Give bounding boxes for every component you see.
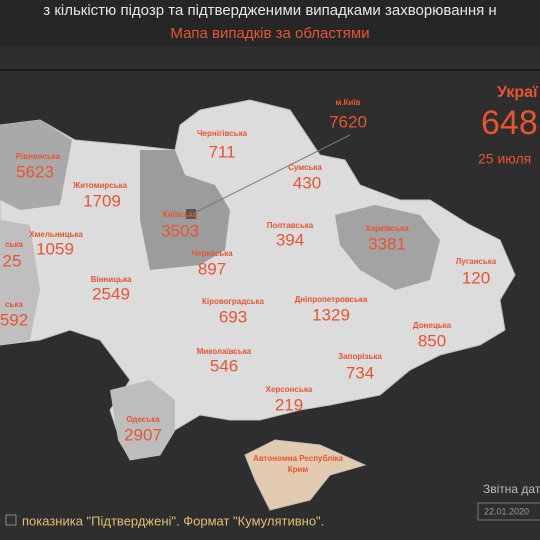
title: з кількістю підозр та підтвердженими вип… xyxy=(43,2,496,19)
footer-icon xyxy=(5,514,17,526)
region-name: м.Київ xyxy=(335,98,360,107)
region-name: Одеська xyxy=(126,415,160,424)
country: Украї xyxy=(497,84,538,101)
region-value: 5623 xyxy=(16,162,54,181)
region-value: 711 xyxy=(208,142,235,161)
report-date-label: Звітна дат xyxy=(483,482,540,496)
crimea-label: Крим xyxy=(288,465,309,474)
region-kharkiv xyxy=(335,205,440,290)
region-name: Черкаська xyxy=(191,249,233,258)
region-value: 120 xyxy=(462,268,490,287)
region-name: Рівненська xyxy=(16,152,61,161)
crimea xyxy=(244,439,367,511)
region-name: Полтавська xyxy=(267,221,314,230)
region-rivne xyxy=(0,120,72,210)
kyiv-city xyxy=(186,209,196,219)
region-name: Донецька xyxy=(413,321,452,330)
footer-text: показника "Підтверджені". Формат "Кумуля… xyxy=(22,513,324,528)
region-value: 1709 xyxy=(83,191,121,210)
region-name: Харківська xyxy=(365,224,409,233)
region-value: 1329 xyxy=(312,305,350,324)
region-value: 592 xyxy=(0,310,28,329)
region-value: 2549 xyxy=(92,284,130,303)
region-name: Запорізька xyxy=(338,352,382,361)
region-odesa xyxy=(110,380,175,460)
summary-date: 25 июля xyxy=(478,151,531,167)
region-value: 897 xyxy=(198,259,226,278)
region-value: 25 xyxy=(3,251,22,270)
region-kyiv xyxy=(140,150,230,270)
region-name: Чернігівська xyxy=(197,129,248,138)
region-name: Київська xyxy=(163,210,198,219)
region-name: Дніпропетровська xyxy=(295,295,368,304)
region-value: 693 xyxy=(219,307,247,326)
region-value: 430 xyxy=(293,173,321,192)
ukraine-map xyxy=(0,99,516,461)
region-name: Кіровоградська xyxy=(202,297,265,306)
total: 648 xyxy=(481,104,538,142)
region-name: Херсонська xyxy=(266,385,313,394)
crimea-label: Автономна Республіка xyxy=(253,454,344,463)
region-value: 1059 xyxy=(36,239,74,258)
region-value: 734 xyxy=(346,363,374,382)
region-west xyxy=(0,220,40,345)
region-name: ська xyxy=(5,300,23,309)
header-bar xyxy=(0,0,540,46)
region-name: Житомирська xyxy=(72,181,128,190)
region-name: ська xyxy=(5,240,23,249)
region-name: Миколаївська xyxy=(197,347,252,356)
region-value: 850 xyxy=(418,331,446,350)
subtitle: Мапа випадків за областями xyxy=(170,25,369,42)
kyiv-pointer xyxy=(191,134,351,215)
region-name: Сумська xyxy=(288,163,322,172)
date-box[interactable] xyxy=(477,502,540,521)
region-name: Хмельницька xyxy=(29,230,83,239)
region-name: Луганська xyxy=(456,257,497,266)
region-value: 3503 xyxy=(161,221,199,240)
region-value: 7620 xyxy=(329,112,367,131)
region-value: 219 xyxy=(275,395,303,414)
region-name: Вінницька xyxy=(91,275,132,284)
region-value: 2907 xyxy=(124,425,162,444)
region-value: 3381 xyxy=(368,234,406,253)
report-date: 22.01.2020 xyxy=(484,506,529,516)
region-value: 546 xyxy=(210,356,238,375)
region-value: 394 xyxy=(276,230,304,249)
